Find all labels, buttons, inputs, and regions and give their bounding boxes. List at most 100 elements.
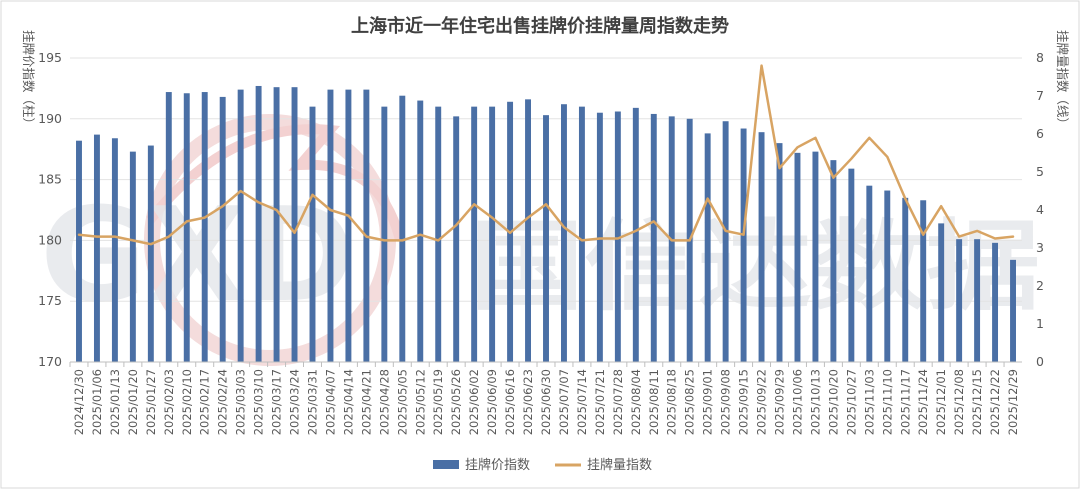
right-tick-label: 7 [1036, 88, 1044, 103]
bar [561, 104, 567, 363]
x-tick-label: 2025/05/19 [431, 369, 445, 435]
line-path [77, 64, 1015, 246]
x-tick-label: 2025/03/17 [270, 369, 284, 435]
bar [165, 92, 172, 363]
x-tick-label: 2025/03/31 [305, 369, 319, 435]
x-tick-label: 2025/08/25 [683, 369, 697, 435]
bar [1010, 259, 1016, 362]
bar [381, 106, 388, 362]
bar [489, 106, 496, 362]
bar [327, 89, 334, 363]
right-tick-label: 2 [1036, 278, 1044, 293]
bar [201, 92, 208, 363]
right-tick-label: 8 [1036, 50, 1044, 65]
x-tick-label: 2025/01/27 [144, 369, 158, 435]
legend-swatch-bar [433, 460, 459, 469]
left-tick-label: 185 [38, 172, 62, 187]
x-tick-label: 2025/11/10 [880, 369, 894, 435]
x-axis-ticks: 2024/12/30 2025/01/06 2025/01/13 2025/01/20… [69, 362, 1020, 435]
bar [435, 106, 442, 362]
x-tick-label: 2025/06/09 [485, 369, 499, 435]
bar [740, 128, 747, 362]
left-axis-ticks: 170 175 180 185 190 195 [38, 50, 62, 369]
watermark-letters: GXD [40, 179, 355, 331]
x-tick-label: 2025/09/29 [773, 369, 787, 435]
legend: 挂牌价指数 挂牌量指数 [433, 457, 652, 473]
chart-title: 上海市近一年住宅出售挂牌价挂牌量周指数走势 [351, 15, 729, 37]
right-tick-label: 3 [1036, 240, 1044, 255]
x-tick-label: 2025/05/12 [413, 369, 427, 435]
bar [578, 106, 585, 362]
x-tick-label: 2025/04/14 [341, 369, 355, 435]
bar [237, 89, 244, 363]
bar [273, 87, 280, 363]
bar [291, 87, 298, 363]
bar [363, 89, 370, 363]
x-tick-label: 2024/12/30 [72, 369, 86, 435]
x-tick-label: 2025/12/22 [988, 369, 1002, 435]
x-tick-label: 2025/05/05 [395, 369, 409, 435]
bar [309, 106, 316, 362]
bar [147, 145, 154, 362]
bar [794, 152, 801, 362]
bar [453, 116, 460, 363]
left-axis-title: 挂牌价指数（柱） [21, 30, 36, 130]
x-tick-label: 2025/12/29 [1006, 369, 1020, 435]
x-tick-label: 2025/08/04 [629, 369, 643, 435]
bar [902, 197, 909, 362]
bar [866, 185, 873, 362]
bar [956, 239, 963, 362]
bar [848, 168, 855, 362]
x-tick-label: 2025/10/06 [790, 369, 804, 435]
right-tick-label: 4 [1036, 202, 1044, 217]
left-tick-label: 190 [38, 111, 62, 126]
left-tick-label: 180 [38, 232, 62, 247]
bar [471, 106, 478, 362]
right-tick-label: 6 [1036, 126, 1044, 141]
x-tick-label: 2025/11/24 [916, 369, 930, 435]
left-tick-label: 195 [38, 50, 62, 65]
x-tick-label: 2025/03/10 [252, 369, 266, 435]
right-tick-label: 1 [1036, 316, 1044, 331]
bar [722, 121, 729, 362]
x-tick-label: 2025/04/28 [377, 369, 391, 435]
bar [920, 200, 927, 362]
x-tick-label: 2025/05/26 [449, 369, 463, 435]
x-tick-label: 2025/10/20 [826, 369, 840, 435]
bar [992, 242, 999, 362]
bar [129, 151, 136, 362]
x-tick-label: 2025/06/30 [539, 369, 553, 435]
x-tick-label: 2025/12/08 [952, 369, 966, 435]
x-tick-label: 2025/11/03 [862, 369, 876, 435]
bar [938, 223, 945, 362]
bar [111, 138, 118, 362]
x-tick-label: 2025/04/07 [323, 369, 337, 435]
x-tick-label: 2025/02/17 [198, 369, 212, 435]
x-tick-label: 2025/07/21 [593, 369, 607, 435]
bar [632, 107, 639, 362]
bar [884, 190, 891, 362]
bar [219, 96, 226, 362]
legend-label-line: 挂牌量指数 [587, 457, 652, 473]
x-tick-label: 2025/09/08 [719, 369, 733, 435]
bar [76, 140, 82, 362]
bar [650, 113, 657, 362]
x-tick-label: 2025/12/01 [934, 369, 948, 435]
bar [543, 115, 549, 363]
x-tick-label: 2025/08/11 [647, 369, 661, 435]
x-tick-label: 2025/03/03 [234, 369, 248, 435]
bar [183, 93, 190, 362]
line-series [77, 64, 1015, 246]
bar [93, 134, 100, 362]
right-axis-title: 挂牌量指数（线） [1055, 30, 1070, 130]
x-tick-label: 2025/02/03 [162, 369, 176, 435]
x-tick-label: 2025/09/22 [755, 369, 769, 435]
bar [776, 143, 783, 362]
x-tick-label: 2025/07/28 [611, 369, 625, 435]
x-tick-label: 2025/08/18 [665, 369, 679, 435]
x-tick-label: 2025/01/20 [126, 369, 140, 435]
bar [812, 151, 819, 362]
x-tick-label: 2025/10/13 [808, 369, 822, 435]
